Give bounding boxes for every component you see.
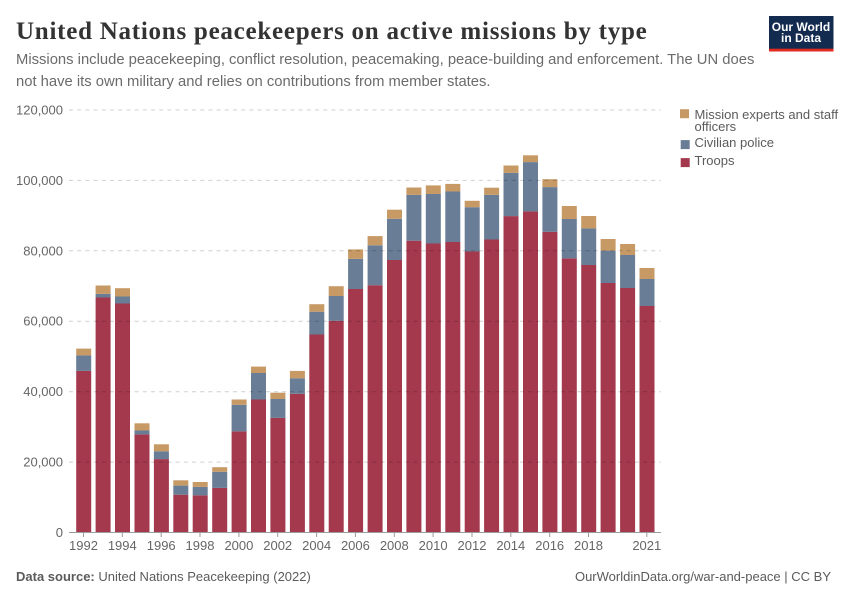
svg-text:Our World: Our World (772, 20, 830, 34)
svg-text:20,000: 20,000 (23, 455, 63, 470)
svg-text:1998: 1998 (186, 538, 215, 553)
svg-text:1996: 1996 (147, 538, 176, 553)
svg-text:120,000: 120,000 (16, 103, 63, 118)
svg-text:1992: 1992 (69, 538, 98, 553)
svg-text:0: 0 (56, 525, 63, 540)
svg-text:officers: officers (695, 119, 737, 134)
svg-text:80,000: 80,000 (23, 243, 63, 258)
svg-text:2016: 2016 (535, 538, 564, 553)
svg-text:2012: 2012 (458, 538, 487, 553)
svg-text:100,000: 100,000 (16, 173, 63, 188)
svg-text:1994: 1994 (108, 538, 137, 553)
svg-text:2014: 2014 (496, 538, 525, 553)
svg-text:Mission experts and staff: Mission experts and staff (695, 107, 839, 122)
svg-text:2002: 2002 (263, 538, 292, 553)
svg-text:in Data: in Data (781, 31, 821, 45)
svg-text:2000: 2000 (224, 538, 253, 553)
svg-text:2021: 2021 (632, 538, 661, 553)
svg-text:40,000: 40,000 (23, 384, 63, 399)
svg-text:2006: 2006 (341, 538, 370, 553)
svg-text:60,000: 60,000 (23, 314, 63, 329)
svg-text:Civilian police: Civilian police (695, 135, 774, 150)
svg-text:2010: 2010 (419, 538, 448, 553)
svg-text:2008: 2008 (380, 538, 409, 553)
svg-text:Troops: Troops (695, 153, 735, 168)
svg-text:2004: 2004 (302, 538, 331, 553)
svg-text:2018: 2018 (574, 538, 603, 553)
